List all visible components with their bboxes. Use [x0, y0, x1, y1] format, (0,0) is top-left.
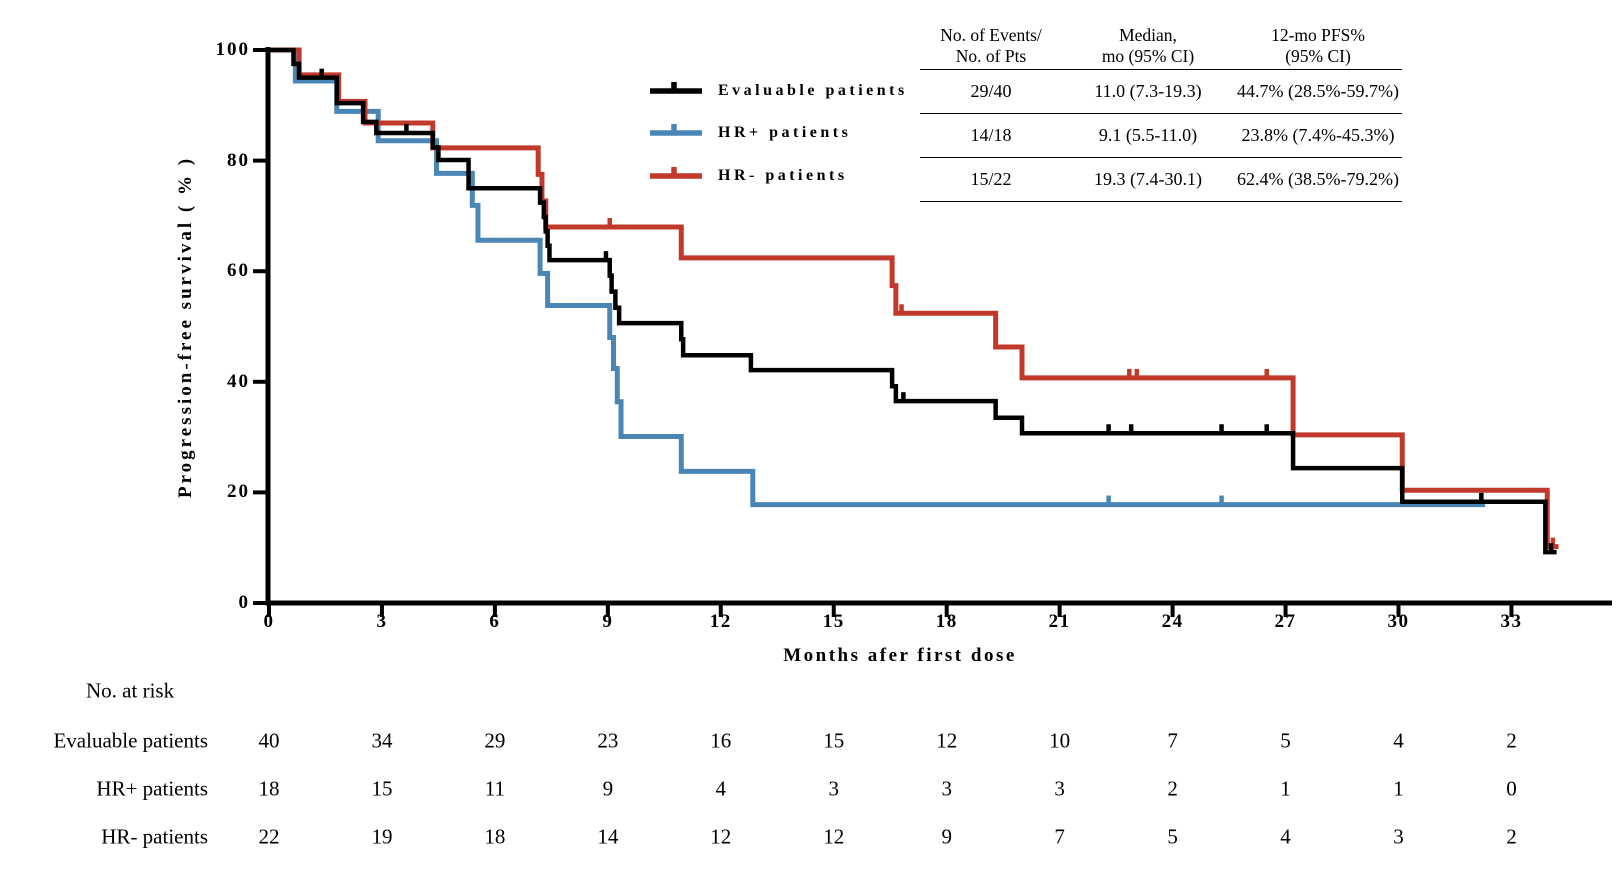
x-tick-label: 33: [1500, 611, 1523, 632]
risk-value: 15: [823, 728, 845, 753]
km-curve-evaluable: [269, 47, 1557, 555]
risk-value: 3: [1054, 776, 1065, 801]
x-tick-label: 3: [376, 611, 388, 632]
stats-header-events: No. of Events/No. of Pts: [940, 25, 1042, 66]
y-tick-label: 80: [227, 149, 250, 171]
risk-value: 4: [1393, 728, 1404, 753]
stats-cell: 62.4% (38.5%-79.2%): [1237, 169, 1399, 190]
risk-value: 16: [710, 728, 732, 753]
stats-row-hr-minus: 15/22 19.3 (7.4-30.1) 62.4% (38.5%-79.2%…: [920, 158, 1402, 202]
risk-value: 10: [1049, 728, 1071, 753]
y-tick-label: 0: [238, 592, 250, 613]
stats-cell: 19.3 (7.4-30.1): [1094, 169, 1202, 190]
risk-value: 5: [1167, 824, 1178, 849]
y-tick-label: 20: [227, 481, 250, 503]
risk-value: 29: [484, 728, 506, 753]
legend-label-hr-plus: HR+ patients: [718, 124, 852, 141]
x-tick-label: 15: [822, 611, 845, 632]
risk-value: 0: [1506, 776, 1517, 801]
x-tick-label: 27: [1274, 611, 1297, 632]
risk-value: 1: [1393, 776, 1404, 801]
km-curve-hr-plus: [269, 47, 1486, 508]
risk-value: 40: [258, 728, 280, 753]
risk-value: 22: [258, 824, 280, 849]
stats-cell: 44.7% (28.5%-59.7%): [1237, 81, 1399, 102]
stats-row-hr-plus: 14/18 9.1 (5.5-11.0) 23.8% (7.4%-45.3%): [920, 114, 1402, 158]
risk-value: 12: [936, 728, 958, 753]
x-tick-label: 21: [1048, 611, 1071, 632]
risk-value: 2: [1167, 776, 1178, 801]
risk-value: 7: [1054, 824, 1065, 849]
x-tick-label: 12: [709, 611, 732, 632]
risk-row-label-hr-plus: HR+ patients: [96, 776, 208, 801]
risk-value: 7: [1167, 728, 1178, 753]
stats-header-median: Median, mo (95% CI): [1101, 25, 1195, 66]
risk-value: 12: [823, 824, 845, 849]
risk-value: 5: [1280, 728, 1291, 753]
stats-cell: 23.8% (7.4%-45.3%): [1241, 125, 1395, 146]
x-tick-label: 24: [1161, 611, 1184, 632]
stats-cell: 9.1 (5.5-11.0): [1098, 125, 1198, 146]
legend-label-evaluable: Evaluable patients: [718, 82, 908, 99]
risk-row-label-hr-minus: HR- patients: [101, 824, 208, 849]
stats-row-evaluable: 29/40 11.0 (7.3-19.3) 44.7% (28.5%-59.7%…: [920, 70, 1402, 114]
risk-value: 34: [371, 728, 393, 753]
risk-value: 23: [597, 728, 619, 753]
risk-value: 19: [371, 824, 393, 849]
risk-value: 15: [371, 776, 393, 801]
stats-cell: 29/40: [970, 81, 1012, 102]
risk-value: 18: [484, 824, 506, 849]
risk-value: 11: [484, 776, 506, 801]
y-tick-label: 40: [227, 370, 250, 392]
risk-value: 2: [1506, 824, 1517, 849]
stats-cell: 11.0 (7.3-19.3): [1094, 81, 1202, 102]
y-tick-label: 100: [215, 39, 250, 60]
risk-value: 14: [597, 824, 619, 849]
stats-cell: 14/18: [970, 125, 1012, 146]
risk-value: 9: [602, 776, 614, 801]
stats-cell: 15/22: [970, 169, 1012, 190]
risk-value: 18: [258, 776, 280, 801]
x-tick-label: 0: [263, 611, 275, 632]
risk-value: 4: [1280, 824, 1291, 849]
legend-label-hr-minus: HR- patients: [718, 167, 848, 184]
y-tick-label: 60: [227, 260, 250, 282]
risk-value: 1: [1280, 776, 1291, 801]
risk-value: 3: [1393, 824, 1404, 849]
stats-header-row: No. of Events/No. of Pts Median, mo (95% …: [920, 22, 1402, 70]
y-axis-title: Progression-free survival ( % ): [175, 155, 196, 499]
risk-value: 12: [710, 824, 732, 849]
risk-value: 9: [941, 824, 952, 849]
stats-header-pfs: 12-mo PFS% (95% CI): [1271, 25, 1365, 66]
x-tick-label: 30: [1387, 611, 1410, 632]
summary-stats-table: No. of Events/No. of Pts Median, mo (95% …: [920, 22, 1402, 202]
x-tick-label: 18: [935, 611, 958, 632]
risk-table-title: No. at risk: [86, 678, 175, 703]
x-tick-label: 6: [489, 611, 501, 632]
risk-value: 3: [941, 776, 952, 801]
risk-value: 3: [828, 776, 840, 801]
risk-value: 2: [1506, 728, 1517, 753]
x-axis-title: Months afer first dose: [783, 645, 1017, 666]
x-tick-label: 9: [602, 611, 614, 632]
risk-row-label-evaluable: Evaluable patients: [53, 728, 208, 753]
risk-value: 4: [715, 776, 727, 801]
